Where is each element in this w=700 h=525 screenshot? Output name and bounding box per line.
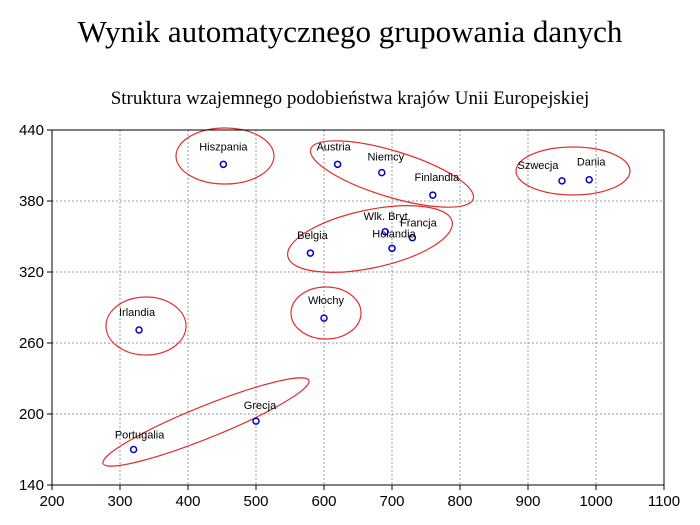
point-label: Wlk. Bryt. <box>364 211 411 223</box>
data-point <box>558 177 566 185</box>
cluster-ellipse <box>105 296 187 356</box>
x-tick-label: 1100 <box>648 493 680 510</box>
point-label: Holandia <box>372 228 416 240</box>
point-label: Dania <box>577 157 607 169</box>
x-tick-label: 600 <box>311 493 336 510</box>
point-label: Portugalia <box>115 430 165 442</box>
data-point <box>585 175 593 184</box>
x-tick-label: 900 <box>515 493 540 510</box>
point-label: Niemcy <box>367 152 404 164</box>
data-points <box>129 160 593 454</box>
x-tick-label: 800 <box>447 493 472 510</box>
x-tick-label: 200 <box>39 493 64 510</box>
data-point <box>429 191 437 199</box>
x-tick-label: 400 <box>175 493 200 510</box>
chart-title: Struktura wzajemnego podobieństwa krajów… <box>110 88 590 109</box>
cluster-ellipse <box>515 146 631 196</box>
plot-frame <box>51 129 665 486</box>
x-tick-label: 300 <box>107 493 132 510</box>
data-point <box>129 445 138 454</box>
data-point <box>306 249 315 257</box>
data-point <box>252 417 260 425</box>
point-label: Irlandia <box>119 307 156 319</box>
cluster-ellipse <box>290 286 362 340</box>
y-tick-label: 260 <box>19 335 44 352</box>
point-label: Szwecja <box>518 160 560 172</box>
data-point <box>219 160 228 169</box>
point-label: Belgia <box>297 230 328 242</box>
data-point <box>388 244 396 253</box>
data-point <box>320 314 328 322</box>
y-tick-label: 140 <box>19 477 44 494</box>
y-tick-label: 380 <box>19 193 44 210</box>
cluster-ellipses <box>102 127 631 467</box>
x-tick-label: 1000 <box>579 493 612 510</box>
data-point <box>381 228 389 236</box>
cluster-ellipse <box>309 140 475 208</box>
point-label: Włochy <box>308 295 345 307</box>
cluster-ellipse <box>287 205 453 273</box>
x-tick-label: 700 <box>379 493 404 510</box>
y-tick-label: 440 <box>19 122 44 139</box>
point-label: Grecja <box>244 400 277 412</box>
point-label: Austria <box>316 141 351 153</box>
data-point <box>135 326 143 334</box>
data-point <box>378 168 386 177</box>
point-label: Hiszpania <box>199 141 248 153</box>
slide-title: Wynik automatycznego grupowania danych <box>77 14 623 49</box>
cluster-ellipse <box>102 377 310 467</box>
point-labels: Hiszpania Austria Niemcy Finlandia Szwecja Da… <box>115 141 607 441</box>
x-tick-label: 500 <box>243 493 268 510</box>
cluster-ellipse <box>175 127 275 185</box>
data-point <box>333 160 342 169</box>
y-tick-label: 320 <box>19 264 44 281</box>
data-point <box>408 233 417 242</box>
point-label: Finlandia <box>414 172 460 184</box>
y-tick-label: 200 <box>19 406 44 423</box>
axis-ticks: 200 300 400 500 600 700 800 900 1000 110014020026… <box>19 122 680 510</box>
point-label: Francja <box>400 218 438 230</box>
